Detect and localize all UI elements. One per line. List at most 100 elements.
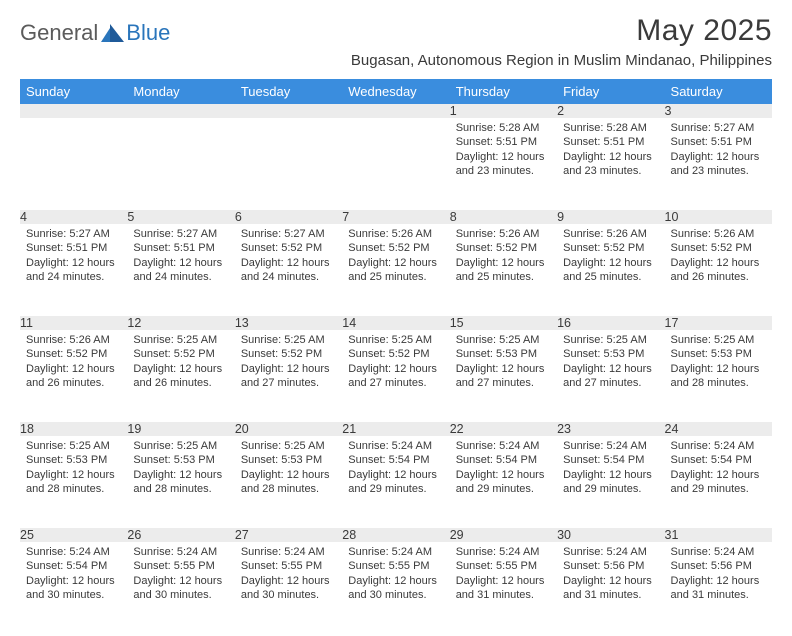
day-number-cell: 2 bbox=[557, 104, 664, 118]
day-detail: Sunrise: 5:26 AMSunset: 5:52 PMDaylight:… bbox=[20, 330, 127, 393]
day-number-cell: 13 bbox=[235, 316, 342, 330]
day-number-cell: 9 bbox=[557, 210, 664, 224]
day-number-cell: 7 bbox=[342, 210, 449, 224]
day-number-cell: 1 bbox=[450, 104, 557, 118]
day-number-cell bbox=[127, 104, 234, 118]
day-detail-cell bbox=[235, 118, 342, 210]
page-subtitle: Bugasan, Autonomous Region in Muslim Min… bbox=[351, 52, 772, 69]
day-detail: Sunrise: 5:24 AMSunset: 5:55 PMDaylight:… bbox=[235, 542, 342, 605]
day-detail-cell bbox=[20, 118, 127, 210]
day-detail: Sunrise: 5:26 AMSunset: 5:52 PMDaylight:… bbox=[557, 224, 664, 287]
day-number-cell: 3 bbox=[665, 104, 772, 118]
calendar-table: SundayMondayTuesdayWednesdayThursdayFrid… bbox=[20, 79, 772, 636]
day-detail: Sunrise: 5:26 AMSunset: 5:52 PMDaylight:… bbox=[665, 224, 772, 287]
day-detail: Sunrise: 5:27 AMSunset: 5:51 PMDaylight:… bbox=[127, 224, 234, 287]
day-detail-cell: Sunrise: 5:24 AMSunset: 5:54 PMDaylight:… bbox=[665, 436, 772, 528]
day-number-cell: 20 bbox=[235, 422, 342, 436]
day-detail-cell: Sunrise: 5:24 AMSunset: 5:55 PMDaylight:… bbox=[127, 542, 234, 636]
day-number-cell: 8 bbox=[450, 210, 557, 224]
detail-row: Sunrise: 5:24 AMSunset: 5:54 PMDaylight:… bbox=[20, 542, 772, 636]
logo-word-1: General bbox=[20, 20, 98, 46]
logo-word-2: Blue bbox=[126, 20, 170, 46]
day-detail: Sunrise: 5:28 AMSunset: 5:51 PMDaylight:… bbox=[557, 118, 664, 181]
day-number-cell: 17 bbox=[665, 316, 772, 330]
day-number-cell: 30 bbox=[557, 528, 664, 542]
day-number-cell: 24 bbox=[665, 422, 772, 436]
day-detail-cell: Sunrise: 5:28 AMSunset: 5:51 PMDaylight:… bbox=[450, 118, 557, 210]
weekday-saturday: Saturday bbox=[665, 79, 772, 104]
day-number-cell: 29 bbox=[450, 528, 557, 542]
day-detail: Sunrise: 5:24 AMSunset: 5:56 PMDaylight:… bbox=[665, 542, 772, 605]
day-detail: Sunrise: 5:26 AMSunset: 5:52 PMDaylight:… bbox=[450, 224, 557, 287]
day-detail-cell: Sunrise: 5:25 AMSunset: 5:53 PMDaylight:… bbox=[450, 330, 557, 422]
day-detail-cell: Sunrise: 5:25 AMSunset: 5:52 PMDaylight:… bbox=[127, 330, 234, 422]
day-detail: Sunrise: 5:25 AMSunset: 5:52 PMDaylight:… bbox=[127, 330, 234, 393]
day-number-cell: 31 bbox=[665, 528, 772, 542]
day-detail-cell: Sunrise: 5:25 AMSunset: 5:53 PMDaylight:… bbox=[665, 330, 772, 422]
day-detail: Sunrise: 5:25 AMSunset: 5:53 PMDaylight:… bbox=[20, 436, 127, 499]
day-detail-cell: Sunrise: 5:25 AMSunset: 5:53 PMDaylight:… bbox=[20, 436, 127, 528]
day-detail-cell: Sunrise: 5:28 AMSunset: 5:51 PMDaylight:… bbox=[557, 118, 664, 210]
day-number-cell: 25 bbox=[20, 528, 127, 542]
day-detail: Sunrise: 5:24 AMSunset: 5:54 PMDaylight:… bbox=[342, 436, 449, 499]
day-number-cell: 12 bbox=[127, 316, 234, 330]
day-detail: Sunrise: 5:24 AMSunset: 5:56 PMDaylight:… bbox=[557, 542, 664, 605]
day-number-cell: 16 bbox=[557, 316, 664, 330]
day-number-cell: 27 bbox=[235, 528, 342, 542]
day-number-cell bbox=[342, 104, 449, 118]
day-detail: Sunrise: 5:25 AMSunset: 5:53 PMDaylight:… bbox=[665, 330, 772, 393]
day-detail-cell bbox=[342, 118, 449, 210]
detail-row: Sunrise: 5:25 AMSunset: 5:53 PMDaylight:… bbox=[20, 436, 772, 528]
day-number-cell: 15 bbox=[450, 316, 557, 330]
day-detail-cell: Sunrise: 5:24 AMSunset: 5:56 PMDaylight:… bbox=[665, 542, 772, 636]
detail-row: Sunrise: 5:26 AMSunset: 5:52 PMDaylight:… bbox=[20, 330, 772, 422]
logo-icon bbox=[101, 24, 125, 42]
day-number-cell: 18 bbox=[20, 422, 127, 436]
day-number-cell: 14 bbox=[342, 316, 449, 330]
weekday-row: SundayMondayTuesdayWednesdayThursdayFrid… bbox=[20, 79, 772, 104]
day-detail: Sunrise: 5:24 AMSunset: 5:55 PMDaylight:… bbox=[450, 542, 557, 605]
day-detail-cell: Sunrise: 5:24 AMSunset: 5:55 PMDaylight:… bbox=[450, 542, 557, 636]
daynum-row: 18192021222324 bbox=[20, 422, 772, 436]
day-detail: Sunrise: 5:25 AMSunset: 5:52 PMDaylight:… bbox=[235, 330, 342, 393]
day-number-cell: 6 bbox=[235, 210, 342, 224]
day-detail: Sunrise: 5:25 AMSunset: 5:53 PMDaylight:… bbox=[557, 330, 664, 393]
header: General Blue May 2025 Bugasan, Autonomou… bbox=[20, 14, 772, 69]
page-title: May 2025 bbox=[351, 14, 772, 48]
day-detail-cell: Sunrise: 5:27 AMSunset: 5:51 PMDaylight:… bbox=[127, 224, 234, 316]
day-detail-cell: Sunrise: 5:25 AMSunset: 5:52 PMDaylight:… bbox=[235, 330, 342, 422]
day-number-cell: 23 bbox=[557, 422, 664, 436]
logo: General Blue bbox=[20, 20, 170, 46]
day-detail: Sunrise: 5:24 AMSunset: 5:54 PMDaylight:… bbox=[665, 436, 772, 499]
day-detail-cell: Sunrise: 5:26 AMSunset: 5:52 PMDaylight:… bbox=[342, 224, 449, 316]
day-detail: Sunrise: 5:27 AMSunset: 5:51 PMDaylight:… bbox=[20, 224, 127, 287]
day-number-cell: 4 bbox=[20, 210, 127, 224]
day-number-cell: 21 bbox=[342, 422, 449, 436]
calendar-page: General Blue May 2025 Bugasan, Autonomou… bbox=[0, 0, 792, 612]
day-detail: Sunrise: 5:24 AMSunset: 5:54 PMDaylight:… bbox=[557, 436, 664, 499]
day-detail-cell: Sunrise: 5:24 AMSunset: 5:54 PMDaylight:… bbox=[557, 436, 664, 528]
day-detail-cell: Sunrise: 5:25 AMSunset: 5:53 PMDaylight:… bbox=[127, 436, 234, 528]
weekday-sunday: Sunday bbox=[20, 79, 127, 104]
day-detail: Sunrise: 5:28 AMSunset: 5:51 PMDaylight:… bbox=[450, 118, 557, 181]
day-detail-cell: Sunrise: 5:26 AMSunset: 5:52 PMDaylight:… bbox=[665, 224, 772, 316]
weekday-tuesday: Tuesday bbox=[235, 79, 342, 104]
day-detail-cell: Sunrise: 5:24 AMSunset: 5:56 PMDaylight:… bbox=[557, 542, 664, 636]
day-detail: Sunrise: 5:25 AMSunset: 5:53 PMDaylight:… bbox=[450, 330, 557, 393]
weekday-friday: Friday bbox=[557, 79, 664, 104]
day-detail: Sunrise: 5:25 AMSunset: 5:53 PMDaylight:… bbox=[127, 436, 234, 499]
day-detail-cell: Sunrise: 5:27 AMSunset: 5:51 PMDaylight:… bbox=[20, 224, 127, 316]
day-detail-cell: Sunrise: 5:24 AMSunset: 5:54 PMDaylight:… bbox=[450, 436, 557, 528]
day-detail-cell: Sunrise: 5:26 AMSunset: 5:52 PMDaylight:… bbox=[20, 330, 127, 422]
day-number-cell: 26 bbox=[127, 528, 234, 542]
day-detail: Sunrise: 5:24 AMSunset: 5:55 PMDaylight:… bbox=[342, 542, 449, 605]
day-detail-cell: Sunrise: 5:27 AMSunset: 5:51 PMDaylight:… bbox=[665, 118, 772, 210]
weekday-thursday: Thursday bbox=[450, 79, 557, 104]
day-number-cell: 5 bbox=[127, 210, 234, 224]
day-number-cell: 10 bbox=[665, 210, 772, 224]
day-detail-cell: Sunrise: 5:26 AMSunset: 5:52 PMDaylight:… bbox=[557, 224, 664, 316]
day-number-cell: 22 bbox=[450, 422, 557, 436]
day-detail-cell: Sunrise: 5:25 AMSunset: 5:53 PMDaylight:… bbox=[557, 330, 664, 422]
weekday-wednesday: Wednesday bbox=[342, 79, 449, 104]
day-detail-cell: Sunrise: 5:24 AMSunset: 5:54 PMDaylight:… bbox=[20, 542, 127, 636]
